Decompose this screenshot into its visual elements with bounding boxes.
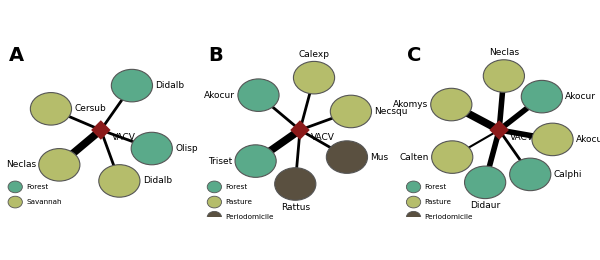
- Ellipse shape: [207, 211, 221, 223]
- Ellipse shape: [112, 69, 152, 102]
- Text: VACV: VACV: [510, 133, 534, 142]
- Text: C: C: [407, 46, 421, 65]
- Ellipse shape: [406, 211, 421, 223]
- Ellipse shape: [509, 158, 551, 191]
- Ellipse shape: [131, 132, 172, 165]
- Text: Akocur: Akocur: [204, 91, 235, 100]
- Polygon shape: [490, 120, 509, 140]
- Ellipse shape: [406, 181, 421, 193]
- Ellipse shape: [99, 165, 140, 197]
- Text: Didaur: Didaur: [470, 201, 500, 210]
- Ellipse shape: [331, 95, 371, 128]
- Text: Akocur: Akocur: [576, 135, 600, 144]
- Ellipse shape: [464, 166, 506, 199]
- Ellipse shape: [8, 181, 22, 193]
- Ellipse shape: [235, 145, 276, 177]
- Text: Calten: Calten: [400, 153, 429, 162]
- Ellipse shape: [8, 196, 22, 208]
- Text: Triset: Triset: [208, 157, 232, 166]
- Polygon shape: [290, 120, 310, 140]
- Ellipse shape: [207, 181, 221, 193]
- Text: Forest: Forest: [26, 184, 49, 190]
- Ellipse shape: [521, 80, 562, 113]
- Text: Periodomicile: Periodomicile: [226, 214, 274, 220]
- Text: VACV: VACV: [311, 133, 335, 142]
- Text: Savannah: Savannah: [26, 199, 62, 205]
- Text: Olisp: Olisp: [175, 144, 197, 153]
- Text: Necsqu: Necsqu: [374, 107, 408, 116]
- Text: Calexp: Calexp: [299, 50, 329, 59]
- Text: Pasture: Pasture: [226, 199, 253, 205]
- Text: VACV: VACV: [112, 133, 136, 142]
- Text: Forest: Forest: [226, 184, 248, 190]
- Text: Akocur: Akocur: [565, 92, 596, 101]
- Text: Neclas: Neclas: [489, 48, 519, 57]
- Ellipse shape: [31, 93, 71, 125]
- Text: B: B: [208, 46, 223, 65]
- Ellipse shape: [431, 88, 472, 121]
- Polygon shape: [91, 120, 110, 140]
- Ellipse shape: [293, 61, 335, 94]
- Text: Akomys: Akomys: [393, 100, 428, 109]
- Ellipse shape: [532, 123, 573, 156]
- Text: Rattus: Rattus: [281, 203, 310, 212]
- Ellipse shape: [406, 196, 421, 208]
- Text: A: A: [9, 46, 24, 65]
- Ellipse shape: [275, 168, 316, 200]
- Text: Neclas: Neclas: [6, 160, 36, 169]
- Ellipse shape: [483, 60, 524, 92]
- Ellipse shape: [238, 79, 279, 112]
- Text: Cersub: Cersub: [74, 104, 106, 113]
- Text: Forest: Forest: [425, 184, 447, 190]
- Text: Pasture: Pasture: [425, 199, 452, 205]
- Ellipse shape: [207, 196, 221, 208]
- Text: Didalb: Didalb: [155, 81, 184, 90]
- Ellipse shape: [39, 148, 80, 181]
- Text: Didalb: Didalb: [143, 177, 172, 185]
- Text: Periodomicile: Periodomicile: [425, 214, 473, 220]
- Text: Calphi: Calphi: [554, 170, 582, 179]
- Text: Mus: Mus: [370, 153, 388, 162]
- Ellipse shape: [326, 141, 368, 173]
- Ellipse shape: [431, 141, 473, 173]
